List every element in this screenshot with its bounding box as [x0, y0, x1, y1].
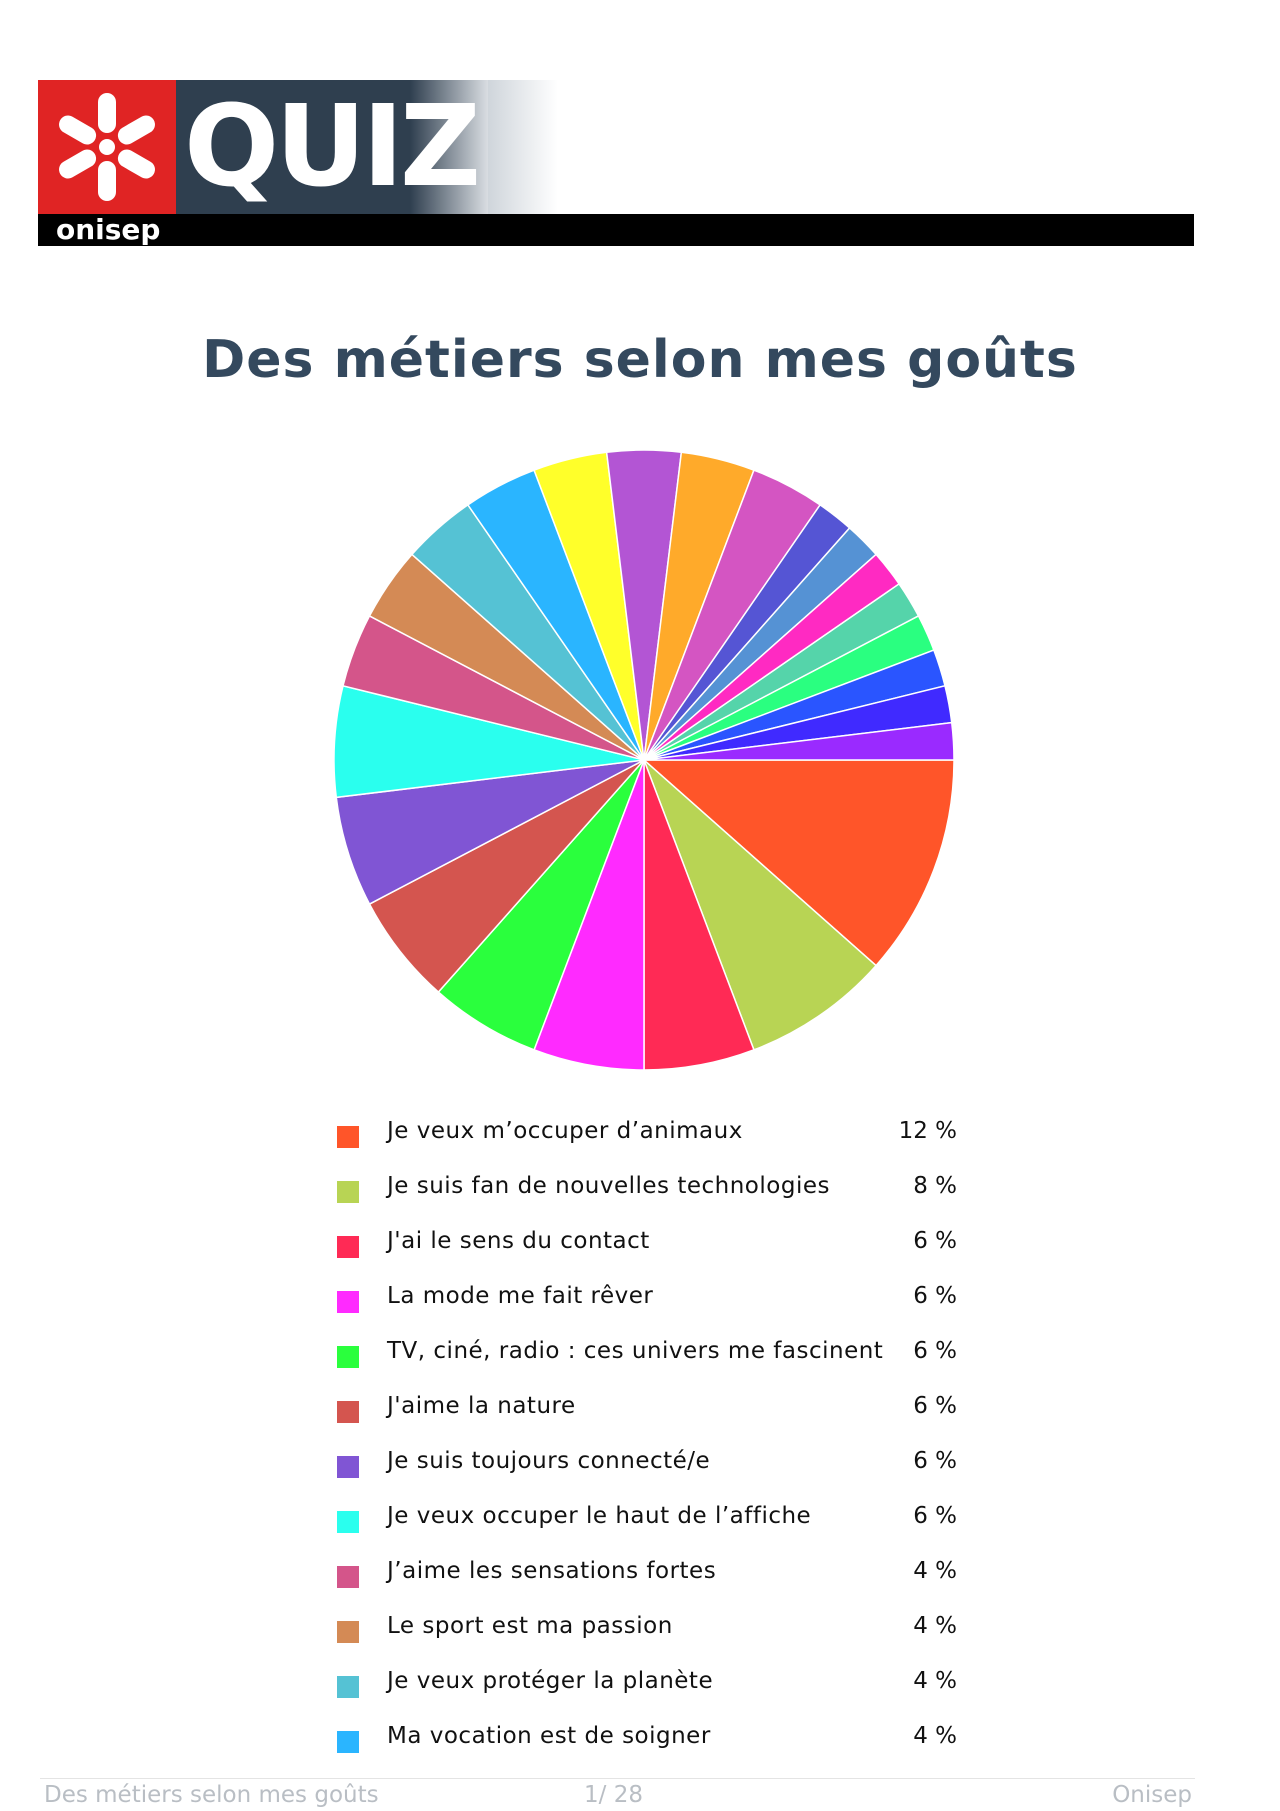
- legend-label: Je suis fan de nouvelles technologies: [387, 1173, 830, 1199]
- legend-swatch: [337, 1291, 359, 1313]
- legend-swatch: [337, 1511, 359, 1533]
- legend-label: TV, ciné, radio : ces univers me fascine…: [387, 1338, 884, 1364]
- legend-swatch: [337, 1566, 359, 1588]
- legend-percent: 6 %: [913, 1228, 957, 1254]
- pie-slice-0: [642, 759, 955, 967]
- page-number: 1/ 28: [584, 1782, 643, 1808]
- legend-label: La mode me fait rêver: [387, 1283, 654, 1309]
- legend-item: Ma vocation est de soigner 4 %: [337, 1715, 977, 1770]
- legend-percent: 4 %: [913, 1558, 957, 1584]
- legend-swatch: [337, 1401, 359, 1423]
- legend-item: Le sport est ma passion 4 %: [337, 1605, 977, 1660]
- legend-percent: 6 %: [913, 1448, 957, 1474]
- legend-item: J'aime la nature 6 %: [337, 1385, 977, 1440]
- logo-badge: [38, 80, 176, 214]
- legend-item: J'ai le sens du contact 6 %: [337, 1220, 977, 1275]
- legend-swatch: [337, 1236, 359, 1258]
- legend-percent: 6 %: [913, 1338, 957, 1364]
- legend-label: Je suis toujours connecté/e: [387, 1448, 711, 1474]
- legend-swatch: [337, 1676, 359, 1698]
- legend-label: Le sport est ma passion: [387, 1613, 673, 1639]
- legend-percent: 6 %: [913, 1393, 957, 1419]
- legend-percent: 4 %: [913, 1668, 957, 1694]
- header: QUIZ onisep: [38, 80, 1194, 246]
- legend-swatch: [337, 1456, 359, 1478]
- legend-swatch: [337, 1126, 359, 1148]
- legend-label: J'ai le sens du contact: [387, 1228, 650, 1254]
- legend-swatch: [337, 1731, 359, 1753]
- legend-label: Je veux protéger la planète: [387, 1668, 714, 1694]
- legend-percent: 12 %: [898, 1118, 957, 1144]
- legend-item: Je suis fan de nouvelles technologies 8 %: [337, 1165, 977, 1220]
- page-title: Des métiers selon mes goûts: [202, 330, 1078, 390]
- legend-swatch: [337, 1621, 359, 1643]
- legend-percent: 6 %: [913, 1503, 957, 1529]
- legend-percent: 4 %: [913, 1613, 957, 1639]
- logo-word: QUIZ: [184, 82, 481, 212]
- footer-title: Des métiers selon mes goûts: [44, 1782, 379, 1808]
- legend-label: J'aime la nature: [387, 1393, 576, 1419]
- legend-label: Ma vocation est de soigner: [387, 1723, 711, 1749]
- legend-percent: 8 %: [913, 1173, 957, 1199]
- pie-slice-23: [643, 721, 955, 761]
- chart-legend: Je veux m’occuper d’animaux 12 % Je suis f…: [337, 1110, 977, 1770]
- legend-item: Je veux protéger la planète 4 %: [337, 1660, 977, 1715]
- legend-item: TV, ciné, radio : ces univers me fascine…: [337, 1330, 977, 1385]
- legend-item: Je veux occuper le haut de l’affiche 6 %: [337, 1495, 977, 1550]
- legend-percent: 4 %: [913, 1723, 957, 1749]
- legend-label: J’aime les sensations fortes: [387, 1558, 717, 1584]
- pie-slice-1: [643, 759, 878, 1051]
- footer-publisher: Onisep: [1112, 1782, 1192, 1808]
- pie-chart: [333, 449, 955, 1071]
- legend-item: Je veux m’occuper d’animaux 12 %: [337, 1110, 977, 1165]
- brand-name: onisep: [56, 213, 161, 246]
- header-bar: [38, 214, 1194, 246]
- logo-wordmark-panel: QUIZ: [176, 80, 488, 214]
- legend-swatch: [337, 1346, 359, 1368]
- legend-item: J’aime les sensations fortes 4 %: [337, 1550, 977, 1605]
- legend-percent: 6 %: [913, 1283, 957, 1309]
- legend-item: Je suis toujours connecté/e 6 %: [337, 1440, 977, 1495]
- legend-item: La mode me fait rêver 6 %: [337, 1275, 977, 1330]
- asterisk-logo-icon: [59, 93, 155, 201]
- legend-label: Je veux m’occuper d’animaux: [387, 1118, 743, 1144]
- legend-swatch: [337, 1181, 359, 1203]
- footer-divider: [40, 1778, 1195, 1779]
- logo-fade: [488, 80, 558, 214]
- legend-label: Je veux occuper le haut de l’affiche: [387, 1503, 812, 1529]
